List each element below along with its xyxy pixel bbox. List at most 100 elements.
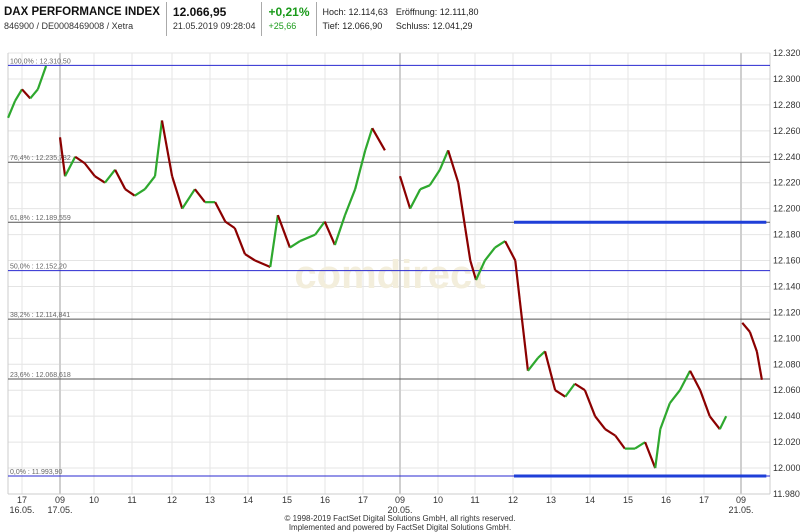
y-tick-label: 12.280 xyxy=(773,100,800,110)
last-price: 12.066,95 xyxy=(172,5,227,19)
price-segment xyxy=(64,156,77,177)
y-tick-label: 12.200 xyxy=(773,204,800,214)
price-segment xyxy=(29,88,39,100)
price-segment xyxy=(371,127,386,151)
price-segment xyxy=(574,382,586,392)
price-segment xyxy=(134,188,146,197)
x-tick-hour: 13 xyxy=(546,495,556,505)
price-segment xyxy=(438,149,450,171)
y-tick-label: 12.140 xyxy=(773,281,800,291)
x-tick-hour: 12 xyxy=(167,495,177,505)
price-segment xyxy=(644,441,657,469)
price-segment xyxy=(634,441,646,450)
fib-level-label: 76,4% : 12.235,782 xyxy=(10,155,71,162)
change-percent: +0,21% xyxy=(268,5,310,19)
instrument-identifier: 846900 / DE0008469008 / Xetra xyxy=(4,21,134,31)
fib-level-label: 38,2% : 12.114,841 xyxy=(10,312,70,319)
price-segment xyxy=(171,175,184,209)
price-segment xyxy=(254,259,271,269)
price-segment xyxy=(299,233,316,243)
x-tick-hour: 17 xyxy=(358,495,368,505)
x-tick-hour: 14 xyxy=(585,495,595,505)
price-segment xyxy=(343,188,357,216)
x-tick-date: 17.05. xyxy=(47,505,72,515)
change-block: +0,21% +25,66 xyxy=(261,2,315,36)
price-segment xyxy=(614,434,626,450)
y-tick-label: 12.000 xyxy=(773,463,800,473)
y-tick-label: 12.180 xyxy=(773,230,800,240)
price-segment xyxy=(323,221,336,246)
price-segment xyxy=(668,389,681,404)
price-segment xyxy=(269,214,279,268)
price-segment xyxy=(333,214,347,246)
quote-timestamp: 21.05.2019 09:28:04 xyxy=(172,21,256,31)
price-segment xyxy=(276,214,291,248)
close-value: Schluss: 12.041,29 xyxy=(395,21,473,31)
price-segment xyxy=(58,137,67,177)
x-tick-hour: 15 xyxy=(623,495,633,505)
price-segment xyxy=(494,240,506,249)
price-segment xyxy=(21,88,32,100)
price-segment xyxy=(708,415,721,430)
price-segment xyxy=(583,389,597,417)
price-segment xyxy=(94,175,106,184)
price-segment xyxy=(36,65,48,90)
price-segment xyxy=(354,150,367,190)
price-segment xyxy=(398,175,412,209)
x-tick-date: 20.05. xyxy=(387,505,412,515)
price-block: 12.066,95 21.05.2019 09:28:04 xyxy=(165,2,262,36)
price-segment xyxy=(718,415,728,430)
open-value: Eröffnung: 12.111,80 xyxy=(395,7,479,17)
price-segment xyxy=(543,351,557,391)
price-segment xyxy=(594,415,607,430)
x-tick-hour: 13 xyxy=(205,495,215,505)
price-segment xyxy=(74,155,86,165)
quote-header: DAX PERFORMANCE INDEX 846900 / DE0008469… xyxy=(4,2,485,36)
x-tick-hour: 15 xyxy=(282,495,292,505)
price-segment xyxy=(153,120,164,177)
price-segment xyxy=(564,383,576,398)
y-tick-label: 12.120 xyxy=(773,307,800,317)
price-segment xyxy=(104,169,116,184)
x-tick-hour: 10 xyxy=(89,495,99,505)
price-segment xyxy=(289,240,301,249)
price-segment xyxy=(689,370,702,391)
high-value: Hoch: 12.114,63 xyxy=(322,7,388,17)
y-tick-label: 12.040 xyxy=(773,411,800,421)
x-tick-hour: 09 xyxy=(55,495,65,505)
fib-level-label: 100,0% : 12.310,50 xyxy=(10,58,71,65)
price-segment xyxy=(518,299,530,371)
x-tick-hour: 09 xyxy=(736,495,746,505)
y-tick-label: 12.300 xyxy=(773,74,800,84)
price-segment xyxy=(7,100,17,119)
x-tick-hour: 11 xyxy=(470,495,479,505)
change-absolute: +25,66 xyxy=(268,21,297,31)
x-tick-hour: 11 xyxy=(127,495,136,505)
price-segment xyxy=(527,357,539,372)
price-segment xyxy=(314,220,326,236)
y-tick-label: 12.060 xyxy=(773,385,800,395)
price-segment xyxy=(447,149,460,184)
price-segment xyxy=(224,220,236,230)
price-segment xyxy=(14,88,23,102)
price-segment xyxy=(464,227,472,261)
price-segment xyxy=(699,389,711,417)
price-segment xyxy=(214,201,227,223)
low-value: Tief: 12.066,90 xyxy=(322,21,383,31)
price-segment xyxy=(748,331,758,352)
stats-block: Hoch: 12.114,63 Eröffnung: 12.111,80 Tie… xyxy=(315,2,485,36)
price-segment xyxy=(755,351,763,381)
price-segment xyxy=(114,169,127,190)
x-tick-date: 16.05. xyxy=(9,505,34,515)
price-segment xyxy=(678,370,692,391)
price-segment xyxy=(194,188,206,203)
price-segment xyxy=(409,188,422,210)
y-tick-label: 12.100 xyxy=(773,333,800,343)
copyright-text: © 1998-2019 FactSet Digital Solutions Gm… xyxy=(284,514,516,523)
y-tick-label: 12.160 xyxy=(773,256,800,266)
fib-level-label: 23,6% : 12.068,618 xyxy=(10,372,71,379)
powered-by-text: Implemented and powered by FactSet Digit… xyxy=(288,523,512,532)
price-segment xyxy=(124,188,136,197)
x-tick-hour: 10 xyxy=(433,495,443,505)
price-segment xyxy=(654,429,662,469)
